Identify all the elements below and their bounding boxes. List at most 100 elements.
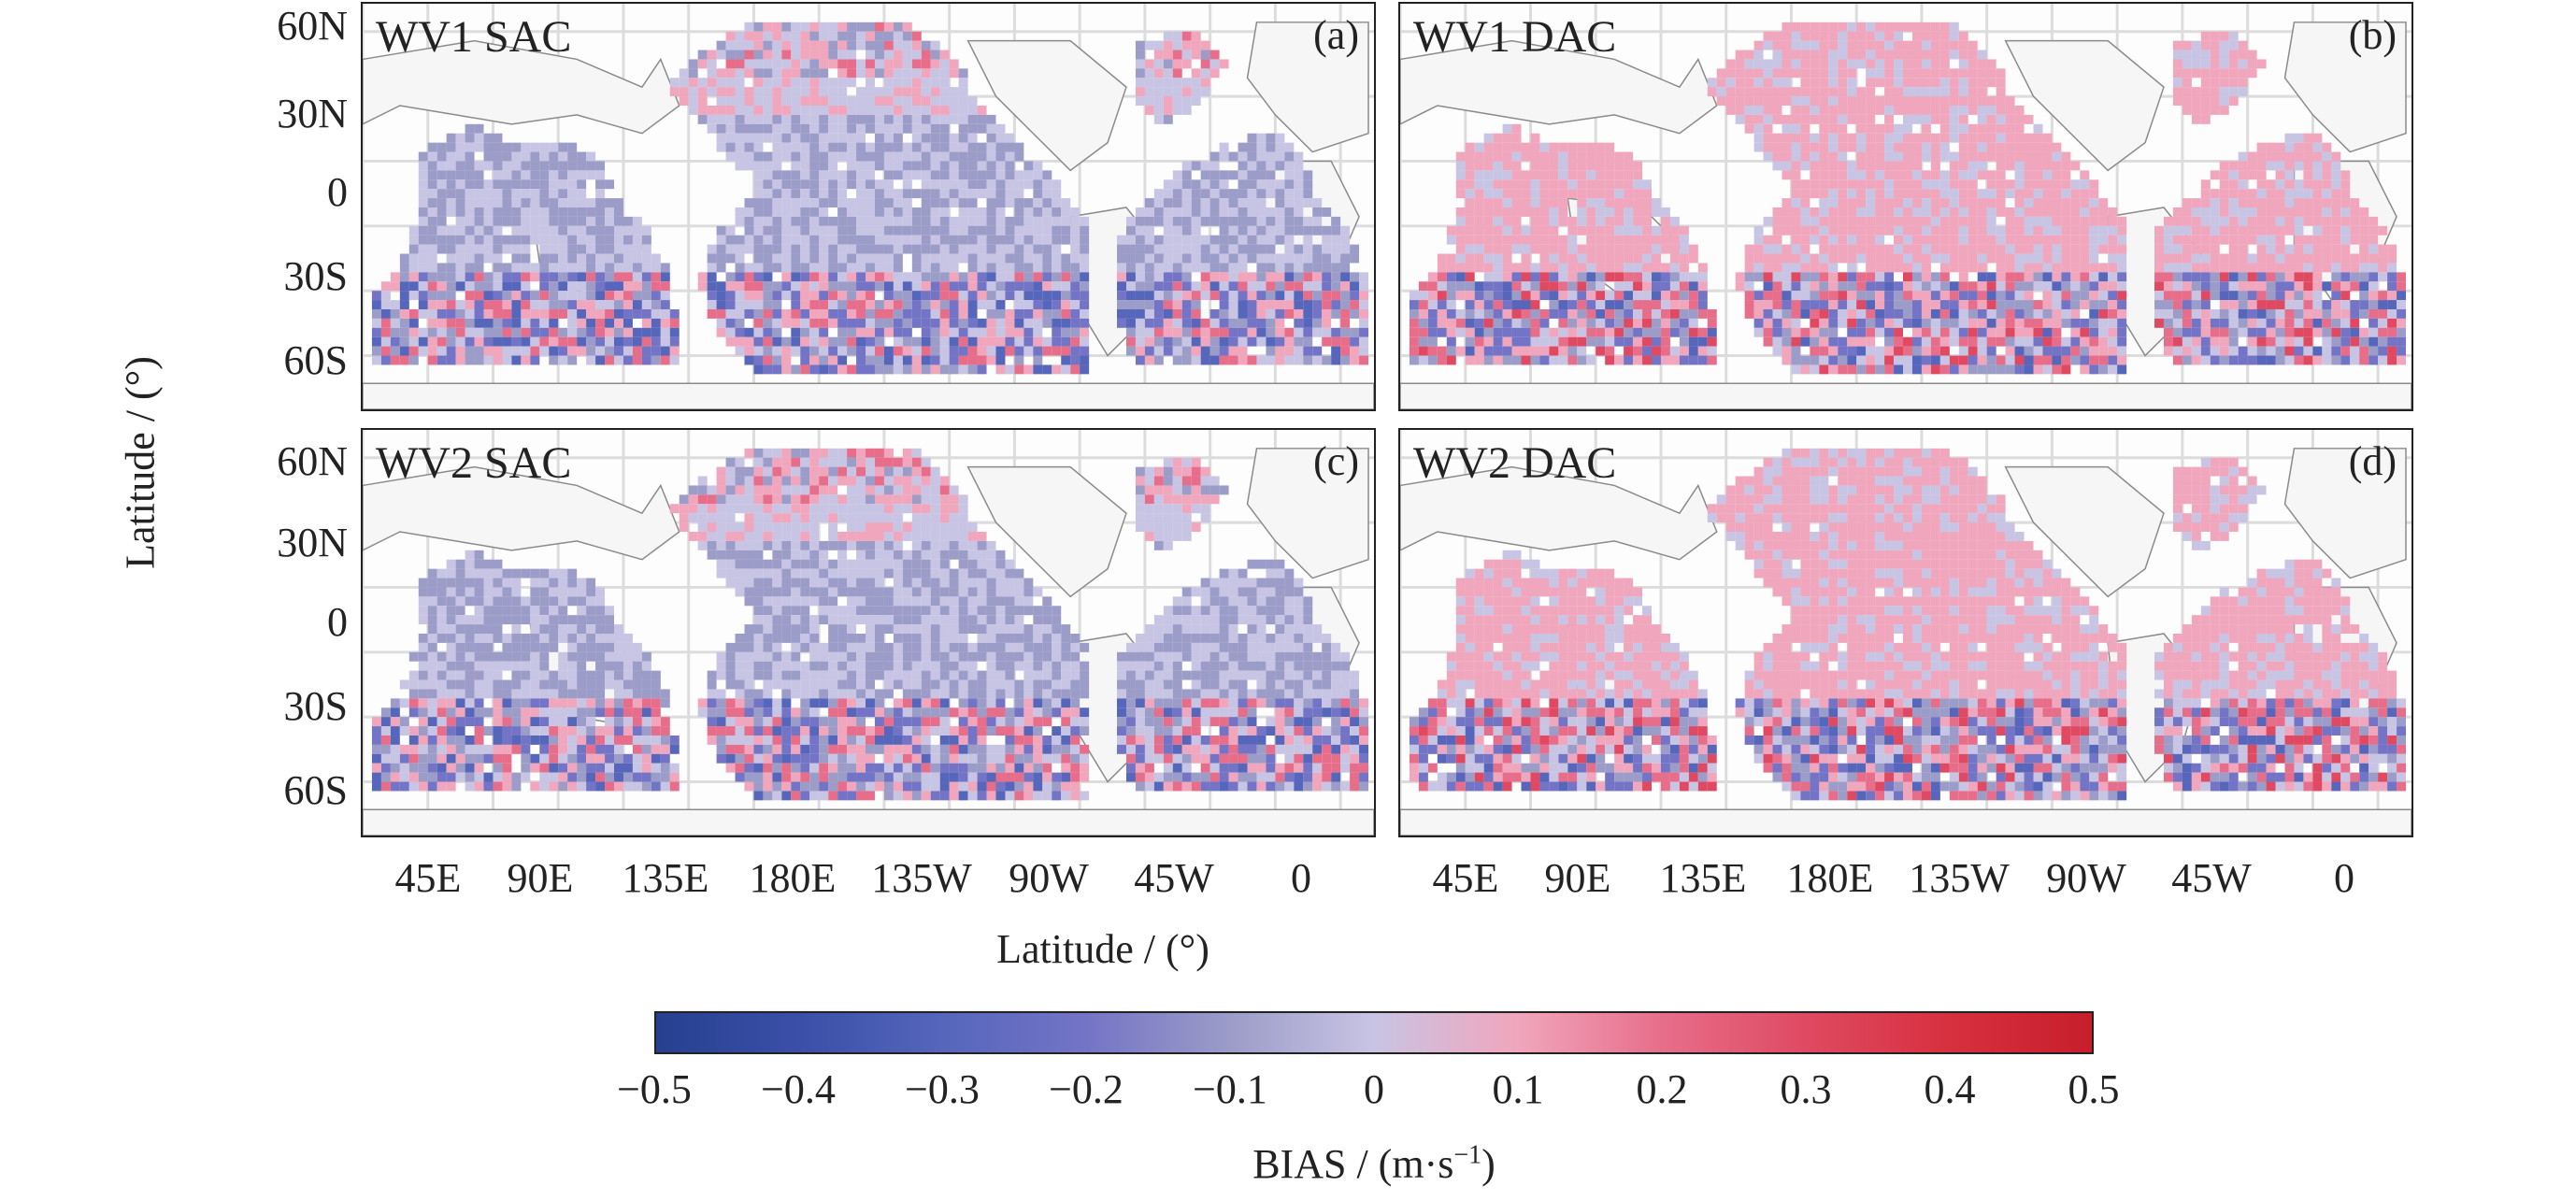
- bias-cell: [1921, 207, 1931, 217]
- bias-cell: [930, 179, 940, 190]
- bias-cell: [595, 179, 606, 190]
- bias-cell: [502, 216, 512, 226]
- bias-cell: [939, 59, 950, 69]
- bias-cell: [1172, 318, 1182, 328]
- bias-cell: [2117, 327, 2127, 337]
- bias-cell: [809, 179, 820, 190]
- bias-cell: [1474, 207, 1484, 217]
- bias-cell: [660, 327, 670, 337]
- bias-cell: [1819, 105, 1829, 115]
- bias-cell: [1884, 31, 1895, 41]
- bias-cell: [1624, 346, 1634, 356]
- bias-cell: [1884, 300, 1895, 309]
- bias-cell: [1144, 272, 1154, 282]
- bias-cell: [800, 31, 810, 41]
- bias-cell: [1117, 244, 1126, 254]
- bias-cell: [967, 133, 978, 143]
- bias-cell: [2182, 78, 2192, 88]
- bias-cell: [2172, 263, 2182, 273]
- bias-cell: [697, 96, 708, 106]
- bias-cell: [427, 189, 437, 199]
- bias-cell: [1679, 272, 1689, 282]
- bias-cell: [2042, 170, 2053, 180]
- bias-cell: [819, 327, 829, 337]
- bias-cell: [2256, 253, 2267, 264]
- bias-cell: [874, 263, 884, 273]
- bias-cell: [455, 225, 465, 236]
- bias-cell: [958, 244, 968, 254]
- bias-cell: [753, 123, 764, 134]
- bias-cell: [725, 105, 736, 115]
- bias-cell: [1930, 31, 1940, 41]
- bias-cell: [1153, 87, 1164, 97]
- bias-cell: [1266, 244, 1276, 254]
- bias-cell: [2024, 198, 2034, 207]
- bias-cell: [1707, 87, 1717, 97]
- bias-cell: [1567, 327, 1578, 337]
- bias-cell: [1437, 291, 1447, 301]
- bias-cell: [1911, 291, 1922, 301]
- bias-cell: [1968, 142, 1978, 152]
- bias-cell: [2200, 355, 2211, 365]
- bias-cell: [1275, 355, 1285, 365]
- bias-cell: [1455, 189, 1466, 199]
- bias-cell: [2210, 170, 2220, 180]
- bias-cell: [2350, 216, 2360, 226]
- bias-cell: [2108, 253, 2118, 264]
- bias-cell: [1359, 355, 1369, 365]
- bias-cell: [1181, 263, 1192, 273]
- bias-cell: [2070, 281, 2081, 292]
- bias-cell: [1446, 346, 1456, 356]
- bias-cell: [1567, 244, 1578, 254]
- bias-cell: [605, 355, 615, 365]
- bias-cell: [874, 96, 884, 106]
- bias-cell: [1005, 235, 1015, 245]
- bias-cell: [623, 216, 633, 226]
- bias-cell: [874, 308, 884, 319]
- bias-cell: [791, 151, 801, 162]
- bias-cell: [1474, 291, 1484, 301]
- bias-cell: [605, 308, 615, 319]
- bias-cell: [828, 355, 838, 365]
- bias-cell: [1605, 300, 1615, 309]
- bias-cell: [911, 59, 922, 69]
- bias-cell: [1586, 308, 1596, 319]
- bias-cell: [1577, 346, 1587, 356]
- bias-cell: [2070, 336, 2081, 347]
- bias-cell: [1660, 263, 1670, 273]
- bias-cell: [883, 308, 894, 319]
- bias-cell: [1986, 318, 1996, 328]
- bias-cell: [1894, 105, 1904, 115]
- bias-cell: [2322, 263, 2332, 273]
- bias-cell: [2024, 300, 2034, 309]
- bias-cell: [1930, 78, 1940, 88]
- bias-cell: [2284, 355, 2295, 365]
- bias-cell: [2312, 133, 2323, 143]
- bias-cell: [967, 355, 978, 365]
- bias-cell: [1716, 68, 1726, 79]
- bias-cell: [1930, 40, 1940, 50]
- bias-cell: [1530, 355, 1540, 365]
- bias-cell: [1247, 291, 1257, 301]
- bias-cell: [866, 59, 875, 69]
- bias-cell: [2378, 244, 2388, 254]
- bias-cell: [856, 235, 866, 245]
- bias-cell: [660, 281, 670, 292]
- bias-cell: [2359, 355, 2369, 365]
- bias-cell: [1228, 207, 1238, 217]
- bias-cell: [483, 281, 494, 292]
- bias-cell: [2200, 291, 2211, 301]
- bias-cell: [791, 105, 801, 115]
- bias-cell: [986, 179, 996, 190]
- bias-cell: [977, 151, 987, 162]
- bias-cell: [1652, 355, 1661, 365]
- bias-cell: [1153, 96, 1164, 106]
- bias-cell: [1753, 263, 1764, 273]
- bias-cell: [874, 68, 884, 79]
- bias-cell: [958, 207, 968, 217]
- bias-cell: [1350, 244, 1360, 254]
- bias-cell: [1810, 87, 1820, 97]
- bias-cell: [893, 300, 903, 309]
- bias-cell: [781, 142, 792, 152]
- bias-cell: [1958, 114, 1968, 124]
